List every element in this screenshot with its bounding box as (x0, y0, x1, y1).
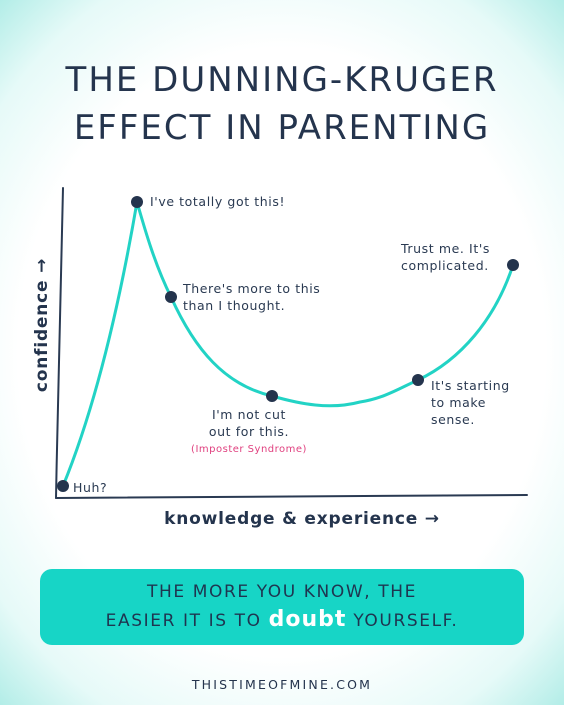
milestone-label-1-line-1: Huh? (73, 480, 107, 495)
page-title: THE DUNNING-KRUGER EFFECT IN PARENTING (0, 56, 564, 152)
milestone-label-5-line-2: to make (431, 395, 486, 410)
banner-line-1: THE MORE YOU KNOW, THE (147, 582, 417, 602)
milestone-label-6-line-2: complicated. (401, 258, 489, 273)
milestone-dot-3 (165, 291, 177, 303)
title-line-1: THE DUNNING-KRUGER (65, 60, 499, 100)
milestone-dot-2 (131, 196, 143, 208)
milestone-label-4-line-2: out for this. (209, 424, 289, 439)
banner-line-2-end: YOURSELF. (346, 611, 459, 631)
y-axis-line (55, 187, 64, 499)
title-line-2: EFFECT IN PARENTING (73, 108, 491, 148)
milestone-label-4-line-1: I'm not cut (212, 407, 286, 422)
milestone-sublabel-4: (Imposter Syndrome) (191, 444, 307, 455)
milestone-dot-6 (507, 259, 519, 271)
banner-line-2: EASIER IT IS TO doubt YOURSELF. (40, 606, 524, 635)
x-axis-line (55, 494, 528, 499)
milestone-dot-5 (412, 374, 424, 386)
x-axis-label: knowledge & experience → (164, 509, 440, 529)
y-axis-label: confidence → (32, 258, 52, 392)
banner-line-2-start: EASIER IT IS TO (105, 611, 269, 631)
milestone-dot-4 (266, 390, 278, 402)
banner-emphasis-word: doubt (268, 607, 347, 632)
dunning-kruger-chart: Huh? I've totally got this! There's more t… (32, 187, 528, 529)
takeaway-banner: THE MORE YOU KNOW, THE EASIER IT IS TO d… (40, 569, 524, 645)
milestone-label-5-line-1: It's starting (431, 378, 510, 393)
milestone-label-3-line-2: than I thought. (183, 298, 285, 313)
milestone-label-3-line-1: There's more to this (182, 281, 320, 296)
milestone-dot-1 (57, 480, 69, 492)
milestone-label-6-line-1: Trust me. It's (400, 241, 490, 256)
milestone-label-2-line-1: I've totally got this! (150, 194, 285, 209)
milestone-label-5-line-3: sense. (431, 412, 475, 427)
footer-website: THISTIMEOFMINE.COM (191, 677, 373, 692)
